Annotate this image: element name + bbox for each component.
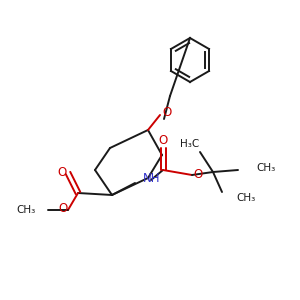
Text: O: O [162, 106, 172, 118]
Text: O: O [158, 134, 168, 146]
Text: O: O [194, 167, 202, 181]
Text: CH₃: CH₃ [236, 193, 255, 203]
Text: NH: NH [143, 172, 160, 185]
Text: H₃C: H₃C [180, 139, 200, 149]
Text: CH₃: CH₃ [17, 205, 36, 215]
Text: CH₃: CH₃ [256, 163, 275, 173]
Text: O: O [58, 202, 68, 215]
Text: O: O [57, 167, 67, 179]
